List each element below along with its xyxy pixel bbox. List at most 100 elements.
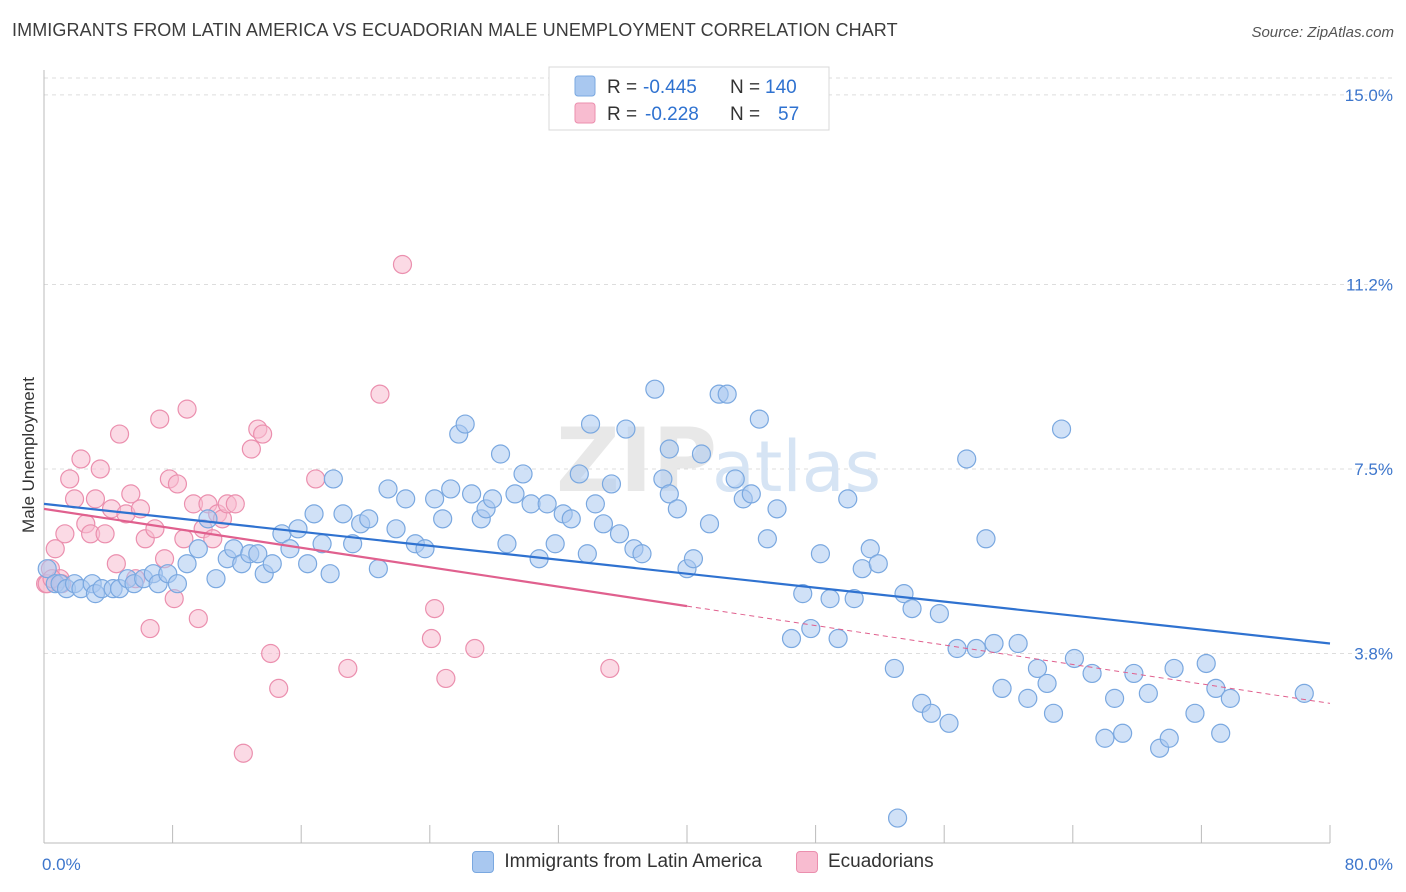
immigrants-point-136 xyxy=(887,808,908,828)
x-tick-label-0: 0.0% xyxy=(42,855,81,874)
immigrants-point-26 xyxy=(248,544,268,564)
legend-r-value-1: -0.445 xyxy=(643,77,697,98)
immigrants-point-66 xyxy=(569,464,589,484)
ecuadorians-point-50 xyxy=(425,599,445,619)
legend-swatch-immigrants xyxy=(472,851,495,873)
watermark: ZIP atlas xyxy=(556,409,881,512)
immigrants-point-46 xyxy=(415,539,435,559)
immigrants-point-115 xyxy=(1018,688,1038,708)
immigrants-point-91 xyxy=(793,584,813,604)
legend-n-value-1: 140 xyxy=(765,77,797,98)
immigrants-point-72 xyxy=(616,419,636,439)
immigrants-point-122 xyxy=(1095,728,1115,748)
immigrants-point-44 xyxy=(396,489,416,509)
series-ecuadorians xyxy=(36,254,620,763)
immigrants-point-19 xyxy=(188,539,208,559)
immigrants-point-87 xyxy=(741,484,761,504)
ecuadorians-point-31 xyxy=(188,608,208,629)
legend-r-label-2: R = xyxy=(607,104,637,125)
legend-swatch-blue xyxy=(574,75,596,97)
immigrants-point-85 xyxy=(725,469,745,489)
immigrants-point-117 xyxy=(1037,673,1057,694)
chart-title: IMMIGRANTS FROM LATIN AMERICA VS ECUADOR… xyxy=(12,20,898,40)
immigrants-point-89 xyxy=(757,529,777,549)
series-immigrants-latin-america xyxy=(37,379,1314,828)
legend-n-label-1: N = xyxy=(730,77,760,98)
ecuadorians-point-23 xyxy=(150,409,170,429)
ecuadorians-point-52 xyxy=(465,638,485,659)
immigrants-point-108 xyxy=(947,638,967,659)
immigrants-point-92 xyxy=(801,618,821,639)
y-axis-label: Male Unemployment xyxy=(19,377,38,533)
trend-line-ecuadorians xyxy=(43,507,688,608)
immigrants-point-84 xyxy=(717,384,737,404)
immigrants-point-120 xyxy=(1064,648,1085,669)
immigrants-point-30 xyxy=(280,539,300,559)
immigrants-point-99 xyxy=(860,539,880,559)
immigrants-point-80 xyxy=(683,549,704,569)
immigrants-point-111 xyxy=(976,529,996,549)
x-tick-label-1: 80.0% xyxy=(1345,855,1393,874)
ecuadorians-point-17 xyxy=(121,484,141,504)
immigrants-point-58 xyxy=(505,484,525,504)
immigrants-point-118 xyxy=(1043,703,1064,723)
immigrants-point-48 xyxy=(433,509,453,529)
immigrants-point-90 xyxy=(781,628,802,649)
ecuadorians-point-47 xyxy=(370,384,390,404)
ecuadorians-point-27 xyxy=(167,474,188,494)
immigrants-point-93 xyxy=(810,544,831,564)
y-tick-label-0: 3.8% xyxy=(1354,644,1393,663)
trend-line-ecuadorians-dashed xyxy=(686,605,1331,704)
immigrants-point-60 xyxy=(521,494,541,514)
immigrants-point-88 xyxy=(749,409,769,429)
immigrants-point-75 xyxy=(645,379,665,399)
legend-item-immigrants: Immigrants from Latin America xyxy=(472,851,762,873)
legend-label-ecuadorians: Ecuadorians xyxy=(828,851,934,872)
ecuadorians-point-14 xyxy=(106,554,126,574)
immigrants-point-68 xyxy=(585,494,605,514)
immigrants-point-126 xyxy=(1138,683,1158,703)
immigrants-point-132 xyxy=(1206,678,1226,699)
immigrants-point-56 xyxy=(490,444,511,464)
ecuadorians-point-21 xyxy=(140,618,160,639)
immigrants-point-28 xyxy=(262,554,282,574)
ecuadorians-point-39 xyxy=(233,743,253,763)
immigrants-point-81 xyxy=(691,444,712,464)
immigrants-point-62 xyxy=(537,494,557,514)
legend-swatch-pink xyxy=(574,102,596,124)
immigrants-point-131 xyxy=(1196,653,1216,674)
immigrants-point-78 xyxy=(667,499,687,519)
immigrants-point-101 xyxy=(884,658,904,679)
immigrants-point-119 xyxy=(1051,419,1072,439)
immigrants-point-82 xyxy=(699,514,720,534)
immigrants-point-74 xyxy=(632,544,652,564)
immigrants-point-77 xyxy=(659,484,679,504)
immigrants-point-98 xyxy=(852,559,872,579)
legend-n-label-2: N = xyxy=(730,104,760,125)
legend-n-value-2: 57 xyxy=(778,104,799,125)
immigrants-point-100 xyxy=(868,554,888,574)
y-tick-label-2: 11.2% xyxy=(1346,275,1393,294)
immigrants-point-31 xyxy=(288,519,308,539)
ecuadorians-point-6 xyxy=(64,489,85,509)
immigrants-point-70 xyxy=(601,474,622,494)
ecuadorians-point-45 xyxy=(306,469,326,489)
ecuadorians-point-46 xyxy=(338,658,358,679)
immigrants-point-47 xyxy=(425,489,445,509)
trend-lines xyxy=(43,502,1331,704)
immigrants-point-0 xyxy=(37,559,57,579)
immigrants-point-96 xyxy=(838,489,858,509)
immigrants-point-135 xyxy=(1294,683,1314,703)
immigrants-point-40 xyxy=(359,509,379,529)
legend-r-value-2: -0.228 xyxy=(645,104,699,125)
ecuadorians-point-4 xyxy=(55,524,75,544)
legend-label-immigrants: Immigrants from Latin America xyxy=(504,851,762,872)
immigrants-point-128 xyxy=(1159,728,1179,748)
ecuadorians-point-22 xyxy=(145,519,165,539)
immigrants-point-32 xyxy=(298,554,318,574)
immigrants-point-67 xyxy=(580,414,601,434)
immigrants-point-139 xyxy=(577,544,597,564)
immigrants-point-124 xyxy=(1113,723,1133,743)
axes xyxy=(43,70,1331,844)
immigrants-point-57 xyxy=(497,534,517,554)
